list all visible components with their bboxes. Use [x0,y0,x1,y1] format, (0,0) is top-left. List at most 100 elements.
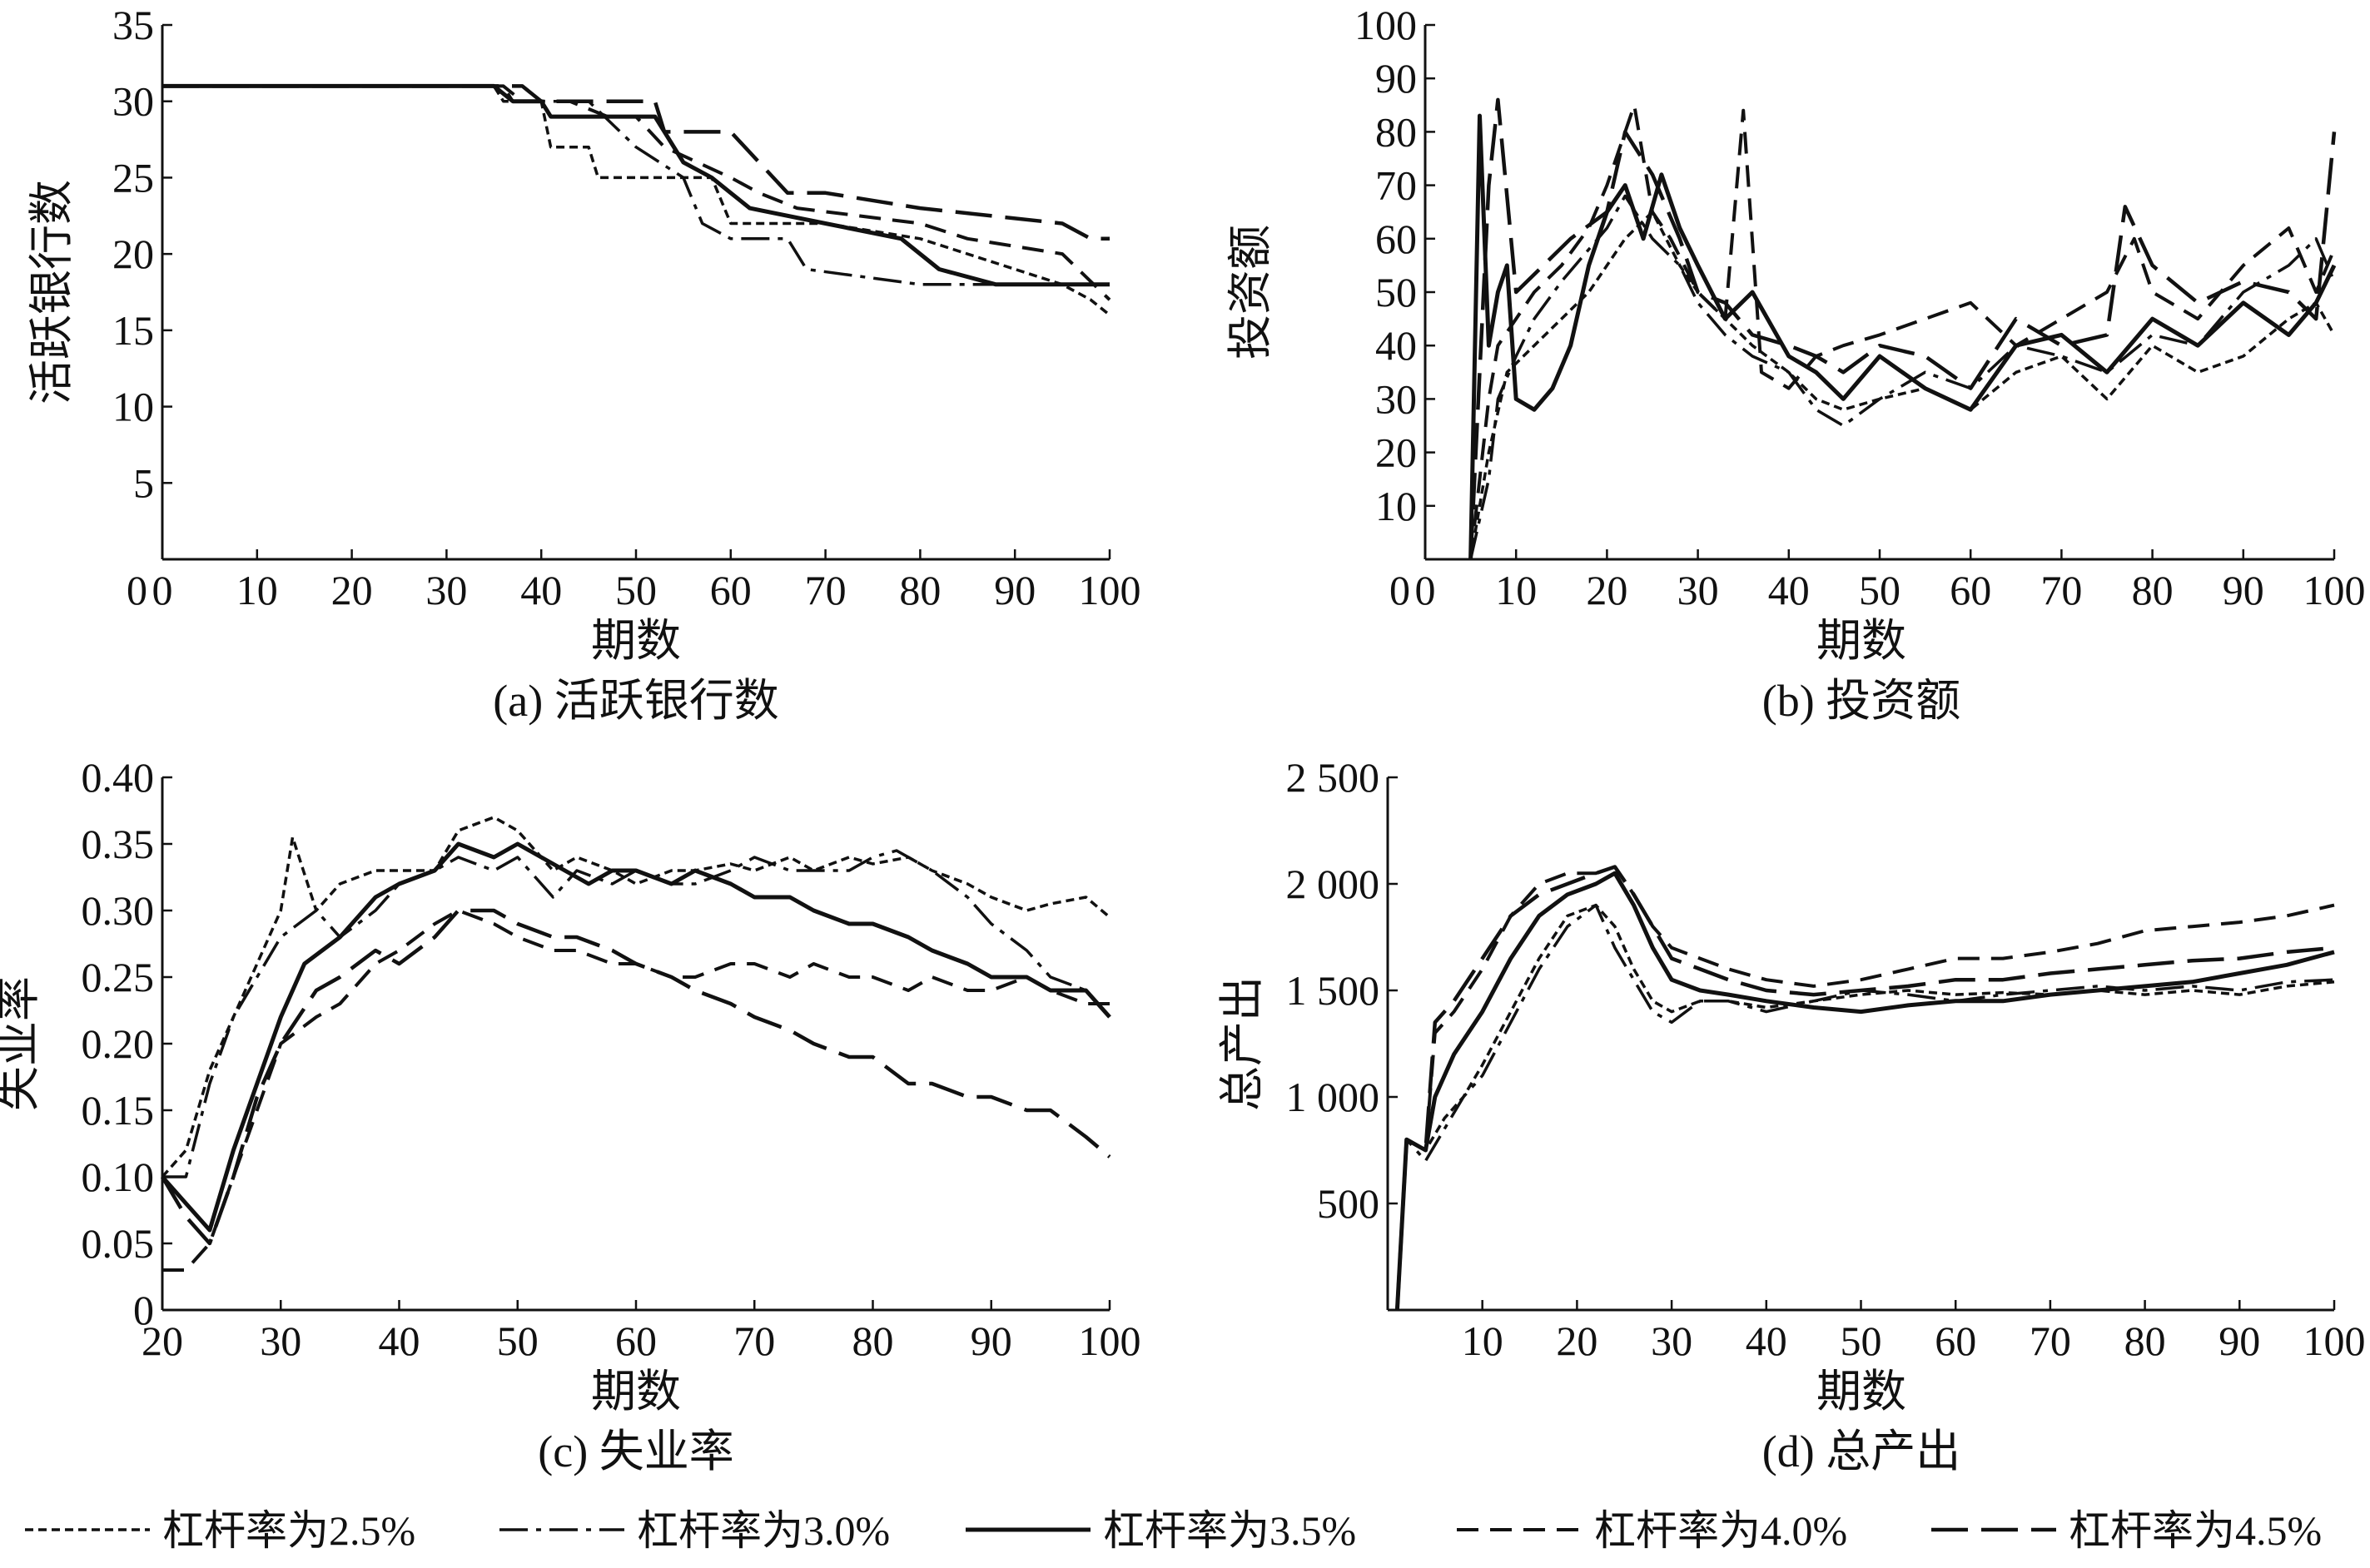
y-tick-label: 30 [1375,375,1417,422]
y-tick-label: 5 [133,459,154,506]
y-tick-label: 50 [1375,269,1417,315]
y-axis-label: 活跃银行数 [25,180,77,404]
y-tick-label: 35 [112,2,154,48]
panel-caption: (b) 投资额 [1762,676,1960,726]
y-tick-label: 70 [1375,162,1417,209]
x-tick-label: 10 [1462,1317,1503,1364]
x-tick-label: 40 [379,1317,420,1364]
y-tick-label: 1 500 [1286,967,1380,1014]
x-tick-label: 20 [1556,1317,1597,1364]
x-tick-label: 20 [142,1317,183,1364]
origin-label: 0 [127,567,147,613]
series-line-4 [1395,865,2335,1311]
x-tick-label: 80 [2124,1317,2166,1364]
series-line-5 [161,908,1111,1246]
x-tick-label: 80 [2132,567,2174,613]
x-tick-label: 50 [497,1317,539,1364]
x-tick-label: 80 [852,1317,894,1364]
origin-label: 0 [1389,567,1410,613]
x-tick-label: 70 [805,567,847,613]
x-tick-label: 40 [520,567,562,613]
series-line-4 [162,84,1111,301]
x-tick-label: 100 [1079,567,1141,613]
y-tick-label: 0.30 [82,887,155,934]
y-tick-label: 80 [1375,108,1417,155]
x-tick-label: 60 [1935,1317,1976,1364]
y-tick-label: 1 000 [1286,1074,1380,1120]
series-line-2 [1468,194,2336,560]
y-tick-label: 2 000 [1286,861,1380,907]
x-tick-label: 30 [1677,567,1719,613]
x-tick-label: 10 [236,567,278,613]
y-tick-label: 15 [112,307,154,354]
x-tick-label: 90 [971,1317,1012,1364]
y-tick-label: 2 500 [1286,754,1380,801]
legend-label-4: 杠杆率为4.0% [1594,1507,1847,1554]
y-axis-label: 投资额 [1224,225,1276,360]
x-axis-label: 期数 [591,614,681,667]
series-line-3 [161,841,1111,1233]
series-line-5 [162,84,1110,241]
chart-panel-4: 10 20 30 40 50 60 70 80 90 100 500 1 000 1 500 2 000 2… [1215,754,2366,1476]
x-tick-label: 30 [425,567,467,613]
panel-caption: (c) 失业率 [538,1427,733,1476]
y-tick-label: 30 [112,78,154,125]
y-tick-label: 25 [112,154,154,201]
y-tick-label: 0 [133,1287,154,1333]
x-tick-label: 40 [1768,567,1810,613]
x-tick-label: 0 [1415,567,1436,613]
x-tick-label: 50 [615,567,657,613]
x-tick-label: 10 [1495,567,1537,613]
legend-label-2: 杠杆率为3.0% [637,1507,890,1554]
series-line-1 [162,84,1111,316]
x-axis-label: 期数 [1816,1365,1906,1417]
series-line-4 [1468,103,2336,560]
x-tick-label: 30 [260,1317,301,1364]
legend-label-1: 杠杆率为2.5% [162,1507,415,1554]
y-tick-label: 10 [1375,483,1417,529]
panel-caption: (a) 活跃银行数 [493,676,778,726]
x-tick-label: 70 [2030,1317,2071,1364]
x-tick-label: 90 [2223,567,2264,613]
chart-panel-2: 0 10 20 30 40 50 60 70 80 90 100 10 20 30 40 50 60 70 80 90… [1224,2,2366,726]
series-line-1 [161,816,1111,1178]
x-axis-label: 期数 [1816,614,1906,667]
series-line-2 [162,849,1111,1178]
y-tick-label: 0.20 [82,1020,155,1067]
legend-label-5: 杠杆率为4.5% [2069,1507,2322,1554]
x-tick-label: 60 [1950,567,1991,613]
series-line-2 [1395,903,2335,1311]
series-line-3 [1394,871,2335,1311]
y-tick-label: 90 [1375,55,1417,102]
series-line-1 [1468,210,2336,560]
x-tick-label: 100 [2303,567,2366,613]
y-tick-label: 0.40 [82,754,155,801]
x-tick-label: 90 [2218,1317,2260,1364]
series-line-3 [162,83,1110,287]
chart-panel-3: 20 30 40 50 60 70 80 90 100 0 0.05 0.10 0.15 0.20 0.25… [0,754,1141,1476]
x-tick-label: 100 [2303,1317,2366,1364]
series-line-3 [1468,113,2337,560]
series-line-5 [1395,865,2335,1311]
x-tick-label: 50 [1841,1317,1882,1364]
y-axis-label: 失业率 [0,976,44,1111]
x-tick-label: 30 [1651,1317,1692,1364]
y-tick-label: 0.35 [82,821,155,867]
panel-caption: (d) 总产出 [1762,1427,1960,1476]
y-tick-label: 60 [1375,216,1417,262]
y-tick-label: 40 [1375,322,1417,369]
y-tick-label: 500 [1317,1180,1379,1227]
series-line-4 [162,909,1110,1272]
legend: 杠杆率为2.5% 杠杆率为3.0% 杠杆率为3.5% 杠杆率为4.0% 杠杆率为4.5% [25,1507,2322,1554]
y-tick-label: 0.05 [82,1220,155,1267]
x-tick-label: 60 [615,1317,657,1364]
y-tick-label: 0.25 [82,954,155,1000]
chart-panel-1: 0 10 20 30 40 50 60 70 80 90 100 5 10 15 20 25 30 35 0 期数 活跃… [25,2,1141,726]
y-tick-label: 20 [112,231,154,277]
series-line-1 [1395,903,2335,1311]
x-tick-label: 0 [152,567,173,613]
x-tick-label: 90 [994,567,1036,613]
x-tick-label: 70 [733,1317,775,1364]
y-tick-label: 10 [112,384,154,430]
